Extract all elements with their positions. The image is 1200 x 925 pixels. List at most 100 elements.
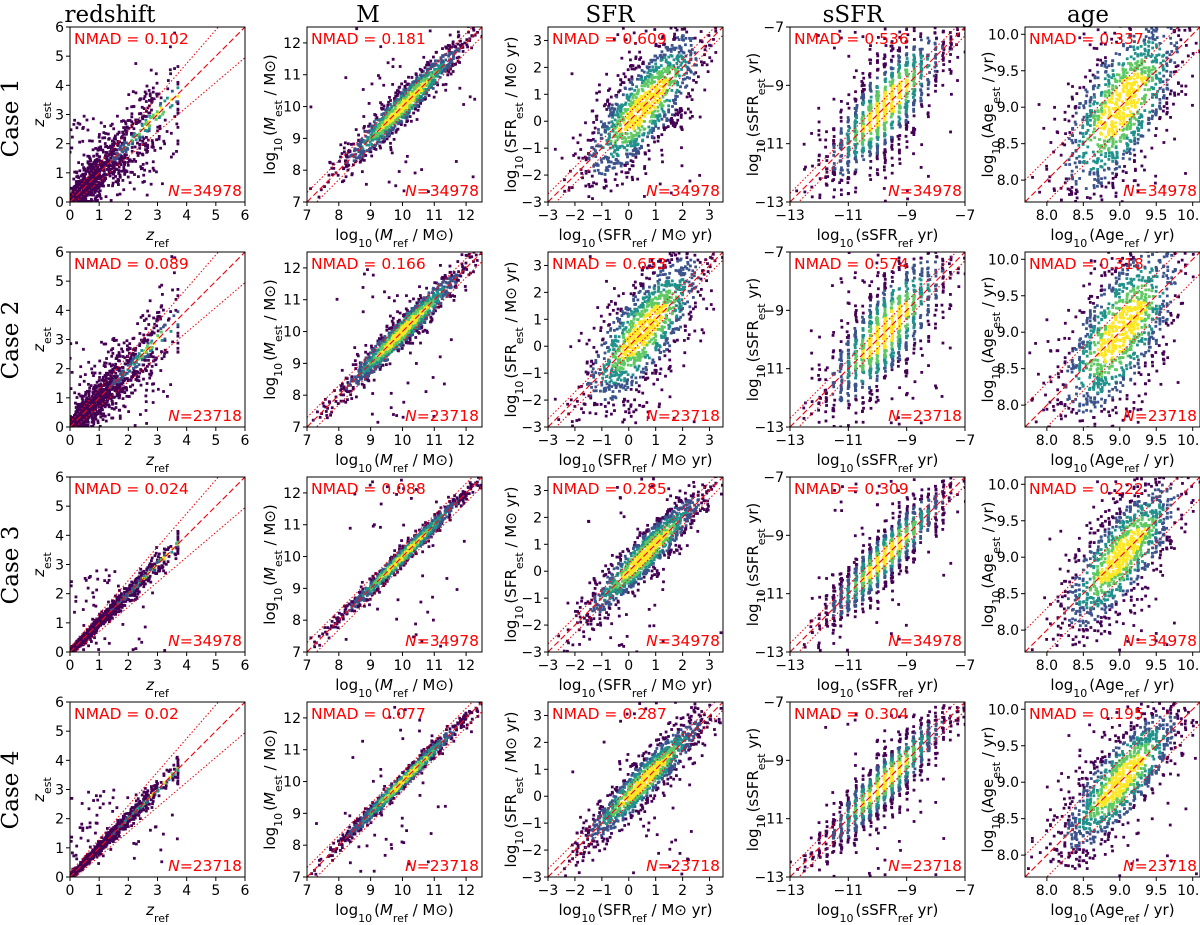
scatter-point <box>89 168 93 172</box>
scatter-point <box>693 63 696 67</box>
scatter-point <box>126 157 130 160</box>
scatter-point <box>904 108 908 112</box>
scatter-point <box>1077 155 1081 158</box>
scatter-point <box>832 144 836 148</box>
scatter-point <box>897 63 900 66</box>
scatter-point <box>1130 24 1133 27</box>
scatter-point <box>441 83 445 87</box>
scatter-point <box>110 122 114 126</box>
scatter-point <box>950 14 953 17</box>
scatter-point <box>647 80 650 84</box>
scatter-point <box>655 84 658 87</box>
scatter-point <box>364 134 368 138</box>
scatter-point <box>670 47 673 51</box>
scatter-point <box>628 107 632 111</box>
scatter-point <box>567 188 571 192</box>
scatter-point <box>443 64 447 68</box>
scatter-point <box>162 139 166 143</box>
scatter-point <box>1140 164 1144 168</box>
scatter-point <box>890 138 894 142</box>
scatter-point <box>854 98 858 102</box>
scatter-point <box>87 170 91 174</box>
scatter-point <box>912 133 916 137</box>
scatter-point <box>421 79 425 82</box>
scatter-point <box>626 116 630 120</box>
x-tick-label: −7 <box>955 208 976 224</box>
scatter-point <box>853 111 857 115</box>
scatter-point <box>664 60 668 64</box>
scatter-point <box>883 153 887 157</box>
scatter-point <box>399 119 403 123</box>
scatter-point <box>131 134 135 138</box>
scatter-point <box>726 11 729 14</box>
scatter-point <box>397 90 401 94</box>
scatter-point <box>448 45 452 48</box>
scatter-point <box>898 89 902 93</box>
scatter-point <box>159 96 163 100</box>
scatter-point <box>927 2 930 5</box>
scatter-point <box>401 112 405 116</box>
scatter-point <box>1125 151 1129 155</box>
scatter-point <box>624 137 628 141</box>
scatter-point <box>649 58 653 62</box>
scatter-point <box>607 114 611 118</box>
scatter-point <box>130 115 134 119</box>
scatter-point <box>115 157 119 161</box>
scatter-point <box>640 78 643 82</box>
scatter-point <box>637 74 640 77</box>
scatter-point <box>117 183 120 186</box>
scatter-point <box>1066 82 1070 86</box>
scatter-point <box>624 164 627 167</box>
scatter-point <box>112 156 115 160</box>
scatter-point <box>832 139 836 143</box>
scatter-point <box>1133 116 1137 120</box>
scatter-point <box>454 160 458 163</box>
scatter-point <box>664 45 668 49</box>
scatter-point <box>660 58 664 62</box>
scatter-point <box>427 67 431 71</box>
scatter-point <box>933 31 937 35</box>
scatter-point <box>666 66 670 70</box>
scatter-point <box>949 53 952 56</box>
scatter-point <box>636 142 640 146</box>
scatter-point <box>120 169 123 173</box>
scatter-point <box>867 105 871 109</box>
scatter-point <box>445 67 448 70</box>
scatter-point <box>920 67 924 71</box>
scatter-point <box>1075 92 1079 96</box>
scatter-point <box>664 58 668 62</box>
scatter-point <box>839 188 843 192</box>
scatter-point <box>432 70 436 74</box>
scatter-point <box>883 78 887 82</box>
scatter-point <box>1115 167 1118 170</box>
scatter-point <box>867 99 871 103</box>
scatter-point <box>599 133 603 137</box>
scatter-point <box>611 145 615 149</box>
scatter-point <box>165 96 169 100</box>
scatter-point <box>626 144 629 147</box>
scatter-point <box>416 87 420 90</box>
scatter-point <box>350 172 354 176</box>
scatter-point <box>1111 69 1115 72</box>
scatter-point <box>1067 158 1071 162</box>
scatter-point <box>579 148 583 151</box>
scatter-point <box>448 47 451 51</box>
scatter-point <box>832 153 836 157</box>
scatter-point <box>595 118 599 121</box>
scatter-point <box>611 166 615 170</box>
scatter-point <box>653 119 657 123</box>
scatter-point <box>669 191 673 195</box>
scatter-point <box>623 75 627 79</box>
scatter-point <box>396 101 399 105</box>
scatter-point <box>802 142 806 146</box>
scatter-point <box>854 186 858 190</box>
scatter-point <box>176 82 180 86</box>
scatter-point <box>890 72 894 75</box>
scatter-point <box>420 70 424 74</box>
scatter-point <box>630 87 634 91</box>
scatter-point <box>1053 117 1057 121</box>
scatter-point <box>919 65 923 68</box>
scatter-point <box>112 127 116 131</box>
scatter-point <box>405 101 409 104</box>
scatter-point <box>660 74 664 78</box>
